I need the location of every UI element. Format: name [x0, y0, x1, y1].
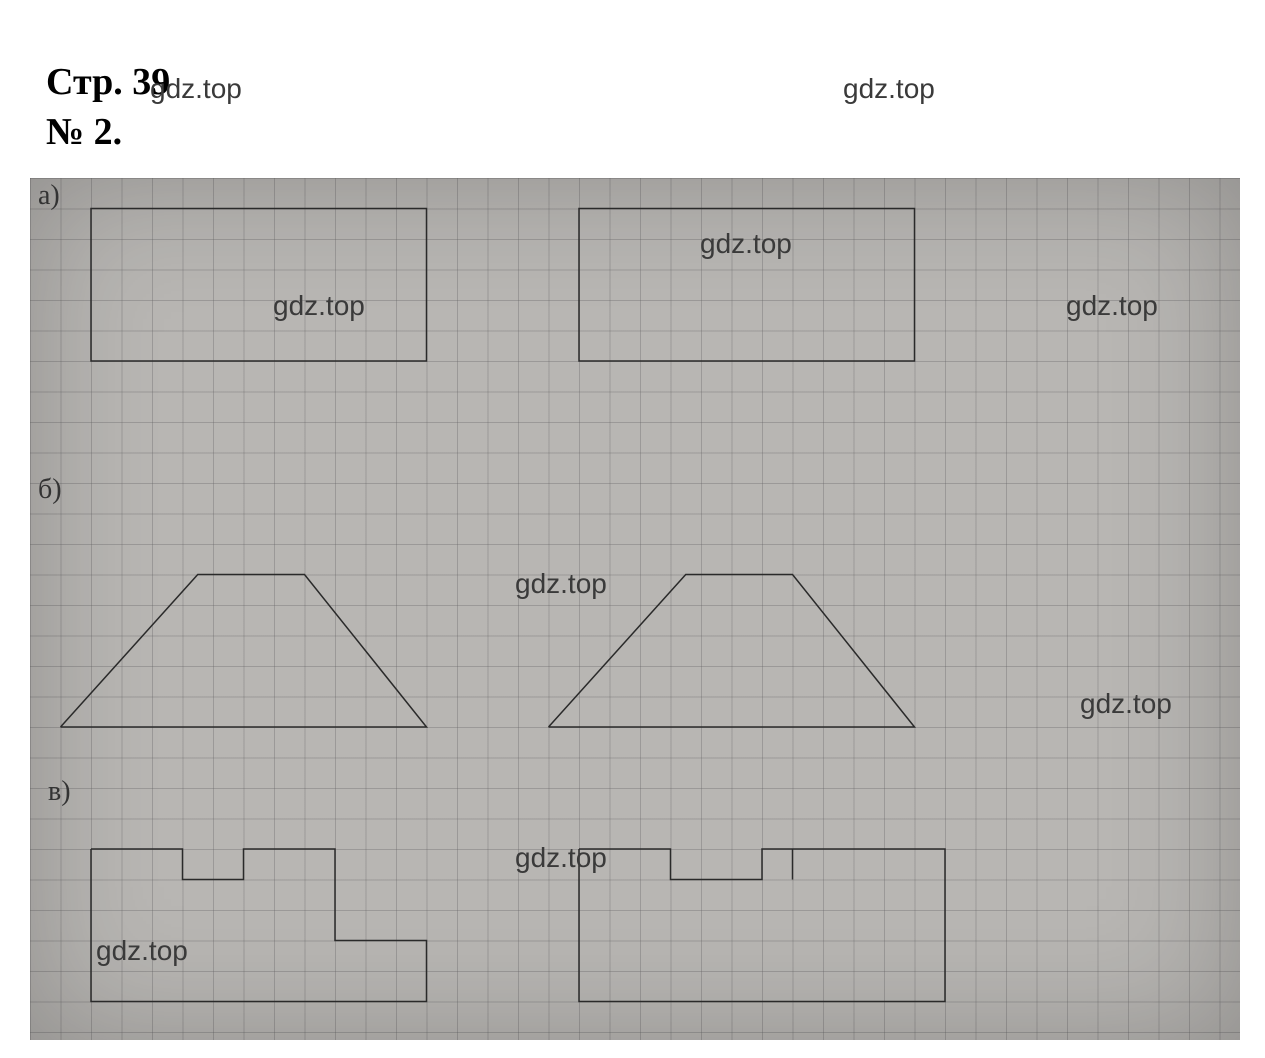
shapes-layer [30, 178, 1240, 1040]
watermark: gdz.top [843, 73, 935, 105]
rect-a-right [579, 209, 915, 362]
polygon-v-right [579, 849, 945, 1002]
trapezoid-b-right [549, 575, 915, 728]
task-number: № 2. [46, 110, 122, 154]
rect-a-left [91, 209, 427, 362]
page-reference: Стр. 39 [46, 60, 170, 104]
graph-paper: а) б) в) [30, 178, 1240, 1040]
polygon-v-left [91, 849, 427, 1002]
trapezoid-b-left [61, 575, 427, 728]
